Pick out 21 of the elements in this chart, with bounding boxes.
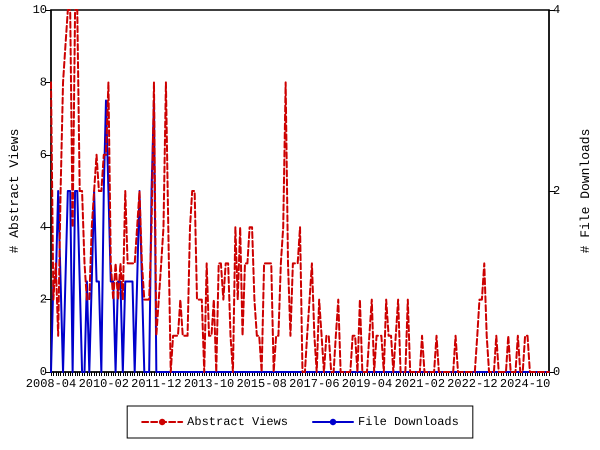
x-tick-label: 2013-10 <box>184 377 234 391</box>
x-tick-label: 2024-10 <box>500 377 550 391</box>
y-tick-label: 6 <box>40 148 47 162</box>
x-tick-label: 2015-08 <box>236 377 287 391</box>
y2-tick-label: 0 <box>553 365 560 379</box>
x-tick-label: 2022-12 <box>447 377 498 391</box>
y2-axis-title: # File Downloads <box>578 128 593 254</box>
x-tick-label: 2008-04 <box>26 377 76 391</box>
y-tick-label: 10 <box>32 3 47 17</box>
legend-label: File Downloads <box>358 415 459 429</box>
y2-tick-label: 2 <box>553 184 560 198</box>
x-tick-label: 2019-04 <box>342 377 392 391</box>
x-tick-label: 2021-02 <box>394 377 446 391</box>
y-tick-label: 0 <box>40 365 47 379</box>
x-tick-label: 2011-12 <box>131 377 182 391</box>
x-tick-label: 2017-06 <box>289 377 340 391</box>
legend-label: Abstract Views <box>187 415 288 429</box>
y-tick-label: 8 <box>40 75 47 90</box>
y-tick-label: 2 <box>40 292 47 307</box>
y-axis-title: # Abstract Views <box>7 128 22 254</box>
x-tick-label: 2010-02 <box>78 377 129 391</box>
